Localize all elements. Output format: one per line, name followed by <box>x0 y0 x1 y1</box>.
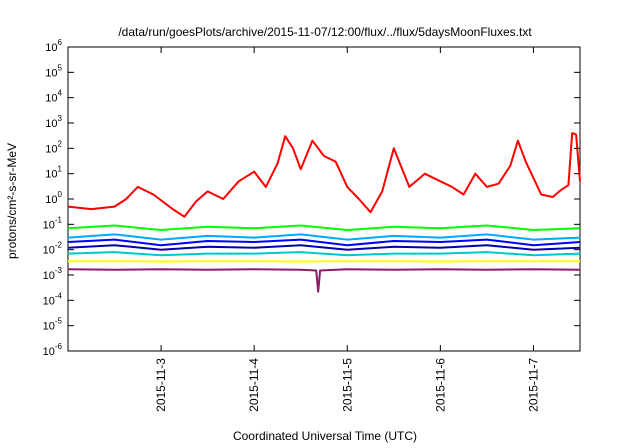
y-tick-exponent: 2 <box>58 139 63 148</box>
y-tick-base: 10 <box>43 219 55 231</box>
y-tick-base: 10 <box>43 346 55 358</box>
series-line-7 <box>67 268 581 293</box>
y-tick-label: 101 <box>45 165 62 181</box>
series-layer <box>67 132 581 293</box>
x-tick-label: 2015-11-5 <box>340 358 354 412</box>
y-tick-exponent: 4 <box>58 89 63 98</box>
y-tick-exponent: -1 <box>55 215 63 224</box>
x-axis-label: Coordinated Universal Time (UTC) <box>233 429 417 443</box>
x-axis: 2015-11-3 2015-11-4 2015-11-5 2015-11-6 2015… <box>154 47 540 412</box>
y-tick-label: 106 <box>45 38 62 54</box>
y-tick-base: 10 <box>45 169 57 181</box>
series-line-3 <box>67 238 581 247</box>
y-tick-label: 105 <box>45 63 62 79</box>
y-tick-label: 10-2 <box>43 241 63 257</box>
y-tick-label: 102 <box>45 139 62 155</box>
y-tick-base: 10 <box>43 295 55 307</box>
y-tick-base: 10 <box>45 118 57 130</box>
y-tick-exponent: -2 <box>55 241 63 250</box>
y-tick-label: 10-1 <box>43 215 63 231</box>
y-tick-base: 10 <box>45 194 57 206</box>
x-tick-label: 2015-11-3 <box>154 358 168 412</box>
series-line-2 <box>67 233 581 241</box>
y-axis: 10-610-510-410-310-210-11001011021031041… <box>43 38 580 358</box>
y-tick-exponent: 5 <box>58 63 63 72</box>
y-tick-label: 10-6 <box>43 342 63 358</box>
plot-frame <box>67 46 581 352</box>
y-tick-exponent: -6 <box>55 342 63 351</box>
y-tick-base: 10 <box>45 42 57 54</box>
y-tick-exponent: 6 <box>58 38 63 47</box>
y-tick-exponent: -3 <box>55 266 63 275</box>
y-tick-exponent: 0 <box>58 190 63 199</box>
series-line-5 <box>67 251 581 257</box>
x-tick-label: 2015-11-7 <box>526 358 540 412</box>
y-tick-base: 10 <box>43 270 55 282</box>
series-line-0 <box>67 132 581 218</box>
y-tick-base: 10 <box>45 67 57 79</box>
y-tick-base: 10 <box>45 93 57 105</box>
y-tick-label: 10-4 <box>43 291 63 307</box>
y-tick-label: 104 <box>45 89 62 105</box>
series-line-1 <box>67 224 581 231</box>
y-tick-base: 10 <box>45 143 57 155</box>
y-tick-label: 10-5 <box>43 317 63 333</box>
y-tick-exponent: -4 <box>55 291 63 300</box>
plot-border <box>67 46 581 352</box>
y-tick-exponent: -5 <box>55 317 63 326</box>
series-line-4 <box>67 244 581 251</box>
y-tick-label: 100 <box>45 190 62 206</box>
y-tick-label: 10-3 <box>43 266 63 282</box>
y-axis-label: protons/cm²-s-sr-MeV <box>5 143 19 259</box>
y-tick-base: 10 <box>43 245 55 257</box>
y-tick-exponent: 1 <box>58 165 63 174</box>
x-tick-label: 2015-11-6 <box>433 358 447 412</box>
x-tick-label: 2015-11-4 <box>247 358 261 412</box>
y-tick-exponent: 3 <box>58 114 63 123</box>
y-tick-label: 103 <box>45 114 62 130</box>
y-tick-base: 10 <box>43 321 55 333</box>
chart-title: /data/run/goesPlots/archive/2015-11-07/1… <box>118 25 532 39</box>
